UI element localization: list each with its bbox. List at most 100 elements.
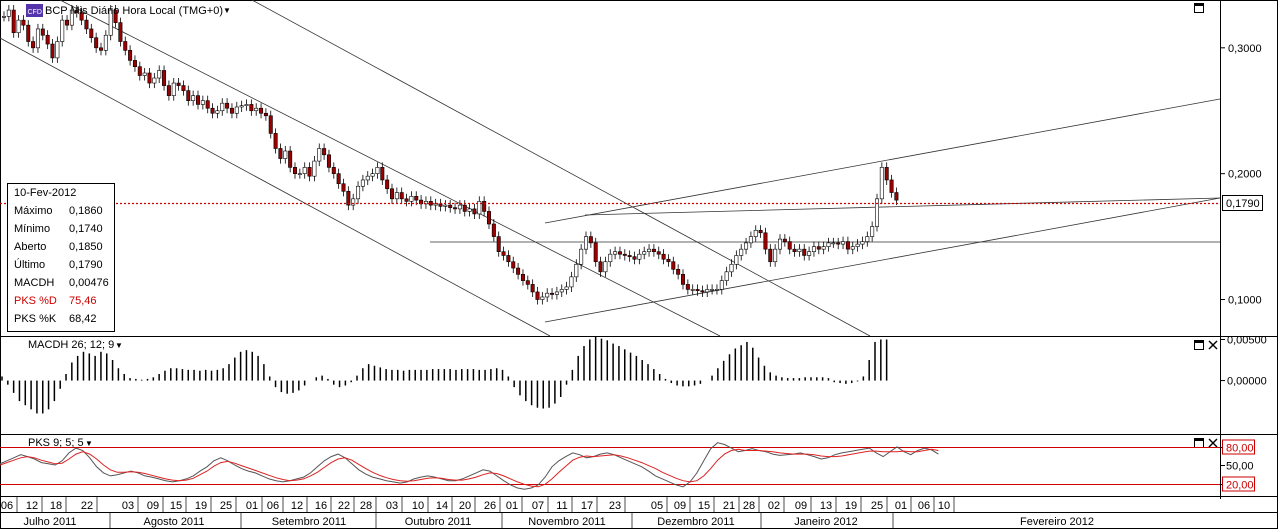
candle[interactable] [205,100,210,109]
candle[interactable] [443,204,448,207]
candle[interactable] [777,238,782,250]
pks-close-icon[interactable] [1208,438,1218,448]
candle[interactable] [836,242,841,245]
candle[interactable] [259,107,264,114]
pks-dropdown-icon[interactable]: ▼ [85,439,93,448]
candle[interactable] [35,28,40,49]
candle[interactable] [477,201,482,215]
candle[interactable] [312,160,317,177]
candle[interactable] [331,167,336,174]
candle[interactable] [99,47,104,51]
candle[interactable] [666,258,671,263]
candle[interactable] [811,246,816,252]
candle[interactable] [714,289,719,291]
candle[interactable] [302,167,307,174]
candle[interactable] [739,248,744,256]
candle[interactable] [65,19,70,26]
candle[interactable] [462,204,467,212]
candle[interactable] [802,248,807,256]
candle[interactable] [244,104,249,107]
macd-dropdown-icon[interactable]: ▼ [115,341,123,350]
candle[interactable] [89,28,94,39]
candle[interactable] [317,148,322,162]
candle[interactable] [748,236,753,244]
candle[interactable] [879,167,884,200]
candle[interactable] [60,19,65,42]
candle[interactable] [176,82,181,86]
candle[interactable] [520,274,525,281]
candle[interactable] [753,229,758,237]
candle[interactable] [690,289,695,291]
candle[interactable] [511,261,516,269]
candle[interactable] [841,241,846,245]
candle[interactable] [79,12,84,21]
candle[interactable] [535,291,540,300]
candle[interactable] [50,43,55,59]
candle[interactable] [278,148,283,159]
candle[interactable] [26,24,31,42]
candle[interactable] [200,100,205,105]
candle[interactable] [734,255,739,265]
candle[interactable] [108,9,113,36]
macd-histogram[interactable] [1,337,888,414]
candle[interactable] [894,192,899,201]
candle[interactable] [375,167,380,174]
candle[interactable] [147,72,152,84]
candle[interactable] [889,179,894,193]
candle[interactable] [380,167,385,181]
candle[interactable] [530,284,535,293]
candle[interactable] [74,9,79,13]
candle[interactable] [632,256,637,260]
candle[interactable] [394,192,399,200]
candle[interactable] [351,198,356,206]
candle[interactable] [516,267,521,275]
candle[interactable] [409,196,414,202]
candle[interactable] [103,34,108,51]
candle[interactable] [797,248,802,252]
candle[interactable] [457,204,462,210]
candle[interactable] [622,253,627,256]
candle[interactable] [642,251,647,255]
candle[interactable] [21,19,26,26]
candle[interactable] [860,241,865,245]
candle[interactable] [137,66,142,76]
candle[interactable] [583,236,588,250]
candle[interactable] [453,207,458,210]
candle[interactable] [758,229,763,234]
candle[interactable] [220,102,225,112]
candle[interactable] [501,251,506,256]
candle[interactable] [874,198,879,227]
candle[interactable] [142,72,147,76]
candle[interactable] [884,167,889,181]
candle[interactable] [588,236,593,244]
candle[interactable] [307,167,312,177]
candle[interactable] [196,95,201,105]
candle[interactable] [569,276,574,288]
candle[interactable] [787,241,792,250]
candle[interactable] [84,19,89,30]
candle[interactable] [210,107,215,114]
candle[interactable] [496,236,501,252]
candle[interactable] [710,289,715,291]
candle[interactable] [128,50,133,61]
candle[interactable] [574,263,579,278]
candle[interactable] [414,196,419,201]
candle[interactable] [132,60,137,67]
candle[interactable] [782,238,787,242]
candle[interactable] [181,85,186,91]
pks-lines[interactable] [0,442,939,490]
candle[interactable] [821,246,826,250]
candle[interactable] [680,274,685,285]
candle[interactable] [404,198,409,202]
candle[interactable] [123,41,128,51]
candle[interactable] [292,167,297,174]
candle[interactable] [617,251,622,255]
candle[interactable] [297,173,302,175]
candle[interactable] [855,243,860,247]
macd-title[interactable]: MACDH 26; 12; 9 [28,339,114,351]
candle[interactable] [322,148,327,156]
candle[interactable] [467,208,472,212]
candle[interactable] [234,106,239,114]
candle[interactable] [613,251,618,255]
